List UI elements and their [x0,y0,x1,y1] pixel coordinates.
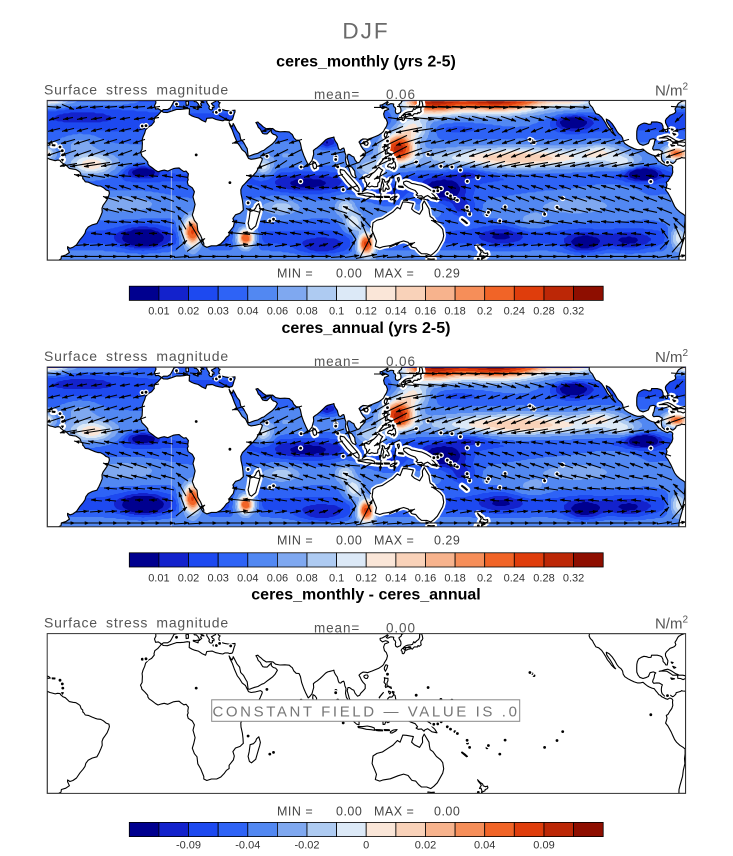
svg-text:0.03: 0.03 [207,306,228,318]
svg-text:0.00: 0.00 [336,534,362,548]
svg-text:0.16: 0.16 [415,573,436,585]
svg-text:0.04: 0.04 [237,573,258,585]
svg-text:MAX =: MAX = [374,267,414,281]
svg-text:0.08: 0.08 [296,306,317,318]
svg-text:0.12: 0.12 [355,306,376,318]
svg-text:0.08: 0.08 [296,573,317,585]
svg-text:0: 0 [363,840,369,852]
svg-text:0.02: 0.02 [178,306,199,318]
svg-text:MIN =: MIN = [277,534,313,548]
svg-text:0.00: 0.00 [386,620,416,635]
svg-text:N/m2: N/m2 [655,615,689,633]
svg-text:Surface stress magnitude: Surface stress magnitude [44,348,229,364]
svg-text:ceres_monthly (yrs 2-5): ceres_monthly (yrs 2-5) [276,54,456,71]
svg-text:N/m2: N/m2 [655,348,689,366]
svg-text:0.04: 0.04 [237,306,258,318]
svg-text:mean=: mean= [314,620,360,635]
svg-text:0.16: 0.16 [415,306,436,318]
svg-text:0.04: 0.04 [474,840,495,852]
svg-text:0.06: 0.06 [267,306,288,318]
svg-text:0.24: 0.24 [504,306,525,318]
svg-text:-0.09: -0.09 [176,840,201,852]
svg-text:N/m2: N/m2 [655,81,689,99]
svg-text:-0.04: -0.04 [235,840,260,852]
svg-text:0.29: 0.29 [434,534,460,548]
svg-text:mean=: mean= [314,354,360,369]
svg-text:0.06: 0.06 [267,573,288,585]
svg-text:0.29: 0.29 [434,267,460,281]
svg-text:Surface stress magnitude: Surface stress magnitude [44,81,229,97]
svg-text:0.28: 0.28 [533,573,554,585]
svg-text:0.2: 0.2 [477,573,492,585]
svg-text:0.00: 0.00 [336,267,362,281]
svg-text:MAX =: MAX = [374,805,414,819]
svg-text:MAX =: MAX = [374,534,414,548]
svg-text:Surface stress magnitude: Surface stress magnitude [44,615,229,631]
svg-text:MIN =: MIN = [277,805,313,819]
svg-text:0.12: 0.12 [355,573,376,585]
svg-text:0.02: 0.02 [178,573,199,585]
svg-text:0.01: 0.01 [148,573,169,585]
svg-text:0.24: 0.24 [504,573,525,585]
svg-text:ceres_annual (yrs 2-5): ceres_annual (yrs 2-5) [282,320,451,337]
svg-text:0.1: 0.1 [329,573,344,585]
svg-text:0.00: 0.00 [336,805,362,819]
svg-text:0.2: 0.2 [477,306,492,318]
svg-text:0.18: 0.18 [444,573,465,585]
svg-text:0.02: 0.02 [415,840,436,852]
svg-text:DJF: DJF [342,19,389,44]
svg-text:0.32: 0.32 [563,573,584,585]
svg-text:0.00: 0.00 [434,805,460,819]
svg-text:0.06: 0.06 [386,354,416,369]
svg-text:mean=: mean= [314,87,360,102]
svg-text:0.06: 0.06 [386,87,416,102]
svg-text:-0.02: -0.02 [294,840,319,852]
svg-text:0.01: 0.01 [148,306,169,318]
svg-text:MIN =: MIN = [277,267,313,281]
svg-text:0.18: 0.18 [444,306,465,318]
svg-text:CONSTANT FIELD — VALUE IS .0: CONSTANT FIELD — VALUE IS .0 [212,703,519,720]
svg-text:0.14: 0.14 [385,573,406,585]
svg-text:0.14: 0.14 [385,306,406,318]
svg-text:ceres_monthly - ceres_annual: ceres_monthly - ceres_annual [251,587,480,604]
svg-text:0.28: 0.28 [533,306,554,318]
svg-text:0.32: 0.32 [563,306,584,318]
svg-text:0.03: 0.03 [207,573,228,585]
svg-text:0.1: 0.1 [329,306,344,318]
svg-text:0.09: 0.09 [533,840,554,852]
